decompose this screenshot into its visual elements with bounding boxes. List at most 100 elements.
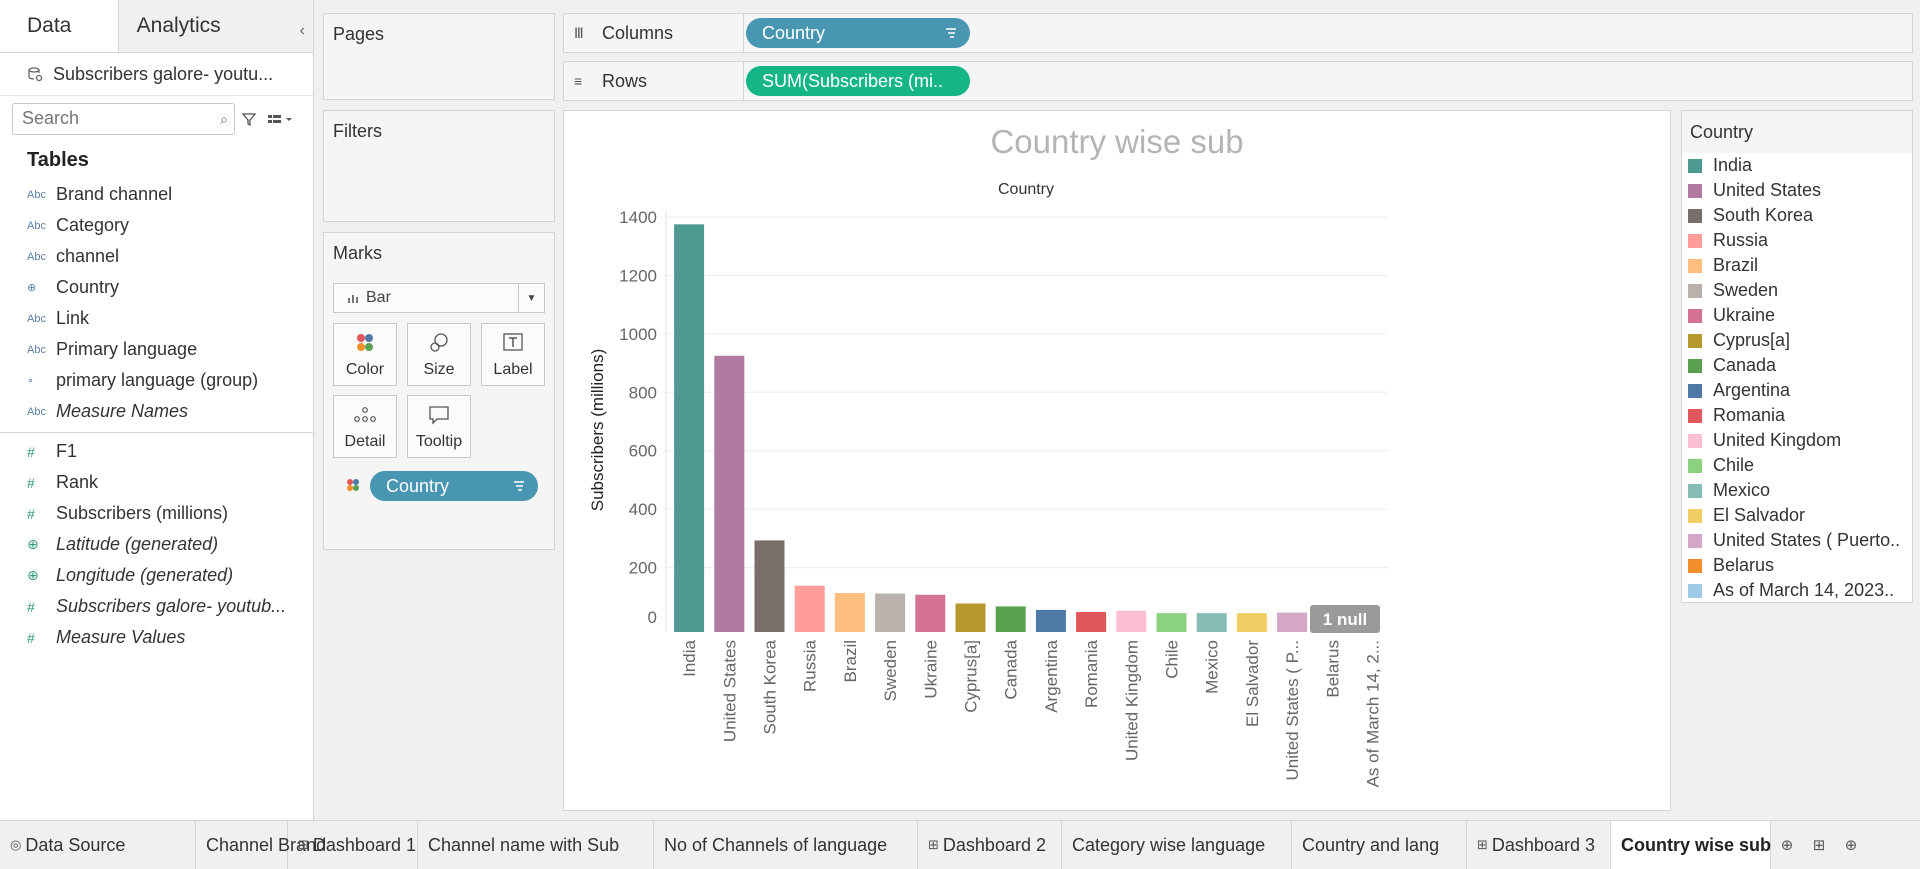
new-story-icon[interactable]: ⊕ (1844, 837, 1858, 854)
field-label: channel (56, 246, 120, 266)
legend-label: United Kingdom (1713, 430, 1842, 450)
columns-pill-label: Country (762, 22, 826, 43)
new-worksheet-icon[interactable]: ⊕ (1780, 837, 1794, 854)
pages-card[interactable]: Pages (323, 13, 555, 100)
legend-item[interactable]: Brazil (1682, 253, 1912, 278)
field-channel[interactable]: Abc channel (0, 241, 313, 272)
sheet-tab-data-source[interactable]: ◎ Data Source (0, 821, 196, 869)
number-type-icon: # (27, 505, 35, 522)
legend-item[interactable]: Belarus (1682, 553, 1912, 578)
field-brand-channel[interactable]: Abc Brand channel (0, 179, 313, 210)
legend-swatch (1688, 158, 1702, 173)
x-tick-label: India (680, 639, 699, 676)
legend-item[interactable]: Romania (1682, 403, 1912, 428)
legend-swatch (1688, 308, 1702, 323)
field-link[interactable]: Abc Link (0, 303, 313, 334)
field-rank[interactable]: # Rank (0, 467, 313, 498)
legend-label: As of March 14, 2023.. (1713, 580, 1895, 600)
field-latitude-generated[interactable]: ⊕ Latitude (generated) (0, 529, 313, 560)
rows-shelf[interactable]: ≡ Rows SUM(Subscribers (mi.. (563, 61, 1913, 101)
mark-type-dropdown[interactable]: Bar ▼ (333, 283, 545, 313)
field-longitude-generated[interactable]: ⊕ Longitude (generated) (0, 560, 313, 591)
field-label: Latitude (generated) (56, 534, 219, 554)
sheet-tab-country-wise-sub[interactable]: Country wise sub (1611, 821, 1771, 869)
sheet-tab-channel-brand[interactable]: Channel Brand (196, 821, 326, 869)
x-tick-label: Cyprus[a] (962, 640, 981, 713)
dashboard-icon: ⊞ (298, 837, 309, 852)
field-country[interactable]: ⊕ Country (0, 272, 313, 303)
collapse-pane-icon[interactable]: ‹ (299, 22, 305, 39)
field-measure-values[interactable]: # Measure Values (0, 622, 313, 653)
field-category[interactable]: Abc Category (0, 210, 313, 241)
sheet-tab-channel-name-with-sub[interactable]: Channel name with Sub (418, 821, 654, 869)
color-country-pill[interactable]: Country (370, 471, 538, 501)
sheet-tabs: ◎ Data Source Channel Brand ⊞ Dashboard 1 Cha… (0, 821, 1771, 869)
legend-item[interactable]: Chile (1682, 453, 1912, 478)
legend-item[interactable]: South Korea (1682, 203, 1912, 228)
view-options-icon[interactable] (267, 111, 295, 127)
legend-label: Sweden (1713, 280, 1779, 300)
pages-title: Pages (333, 24, 385, 44)
number-type-icon: # (27, 443, 35, 460)
tooltip-button[interactable]: Tooltip (407, 395, 471, 458)
bar-el-salvador (1236, 613, 1267, 632)
sheet-tab-label: No of Channels of language (664, 834, 888, 855)
legend-item[interactable]: United States ( Puerto.. (1682, 528, 1912, 553)
legend-item[interactable]: Cyprus[a] (1682, 328, 1912, 353)
filters-card[interactable]: Filters (323, 110, 555, 222)
legend-item[interactable]: Mexico (1682, 478, 1912, 503)
x-tick-label: El Salvador (1243, 640, 1262, 727)
sheet-tab-no-of-channels-of-language[interactable]: No of Channels of language (654, 821, 918, 869)
search-icon[interactable]: ⌕ (220, 110, 228, 127)
sheet-tab-category-wise-language[interactable]: Category wise language (1062, 821, 1292, 869)
columns-shelf[interactable]: Ⅲ Columns Country (563, 13, 1913, 53)
field-subscribers-millions[interactable]: # Subscribers (millions) (0, 498, 313, 529)
legend-item[interactable]: Sweden (1682, 278, 1912, 303)
null-indicator-badge (1310, 605, 1380, 633)
string-type-icon: Abc (27, 219, 46, 232)
field-primary-language[interactable]: Abc Primary language (0, 334, 313, 365)
detail-button[interactable]: Detail (333, 395, 397, 458)
legend-item[interactable]: India (1682, 153, 1912, 178)
string-type-icon: Abc (27, 250, 46, 263)
tab-data[interactable]: Data (0, 0, 119, 52)
legend-item[interactable]: El Salvador (1682, 503, 1912, 528)
field-f1[interactable]: # F1 (0, 436, 313, 467)
legend-swatch (1688, 183, 1702, 198)
color-button[interactable]: Color (333, 323, 397, 386)
legend-item[interactable]: United States (1682, 178, 1912, 203)
legend-item[interactable]: As of March 14, 2023.. (1682, 578, 1912, 603)
bar-chile (1156, 613, 1187, 632)
field-label: Brand channel (56, 184, 173, 204)
new-dashboard-icon[interactable]: ⊞ (1812, 837, 1826, 854)
x-tick-label: Mexico (1203, 640, 1222, 694)
bar-chart: Country wise sub Country 0 200 400 600 800 1000… (588, 123, 1388, 787)
legend-item[interactable]: Russia (1682, 228, 1912, 253)
columns-country-pill[interactable]: Country (746, 18, 970, 48)
data-source-item[interactable]: Subscribers galore- youtu... (0, 53, 313, 95)
bar-russia (794, 585, 825, 632)
rows-label: Rows (602, 70, 648, 91)
legend-swatch (1688, 483, 1702, 498)
legend-item[interactable]: Ukraine (1682, 303, 1912, 328)
field-primary-language-group[interactable]: ∘ primary language (group) (0, 365, 313, 396)
sheet-tab-dashboard-3[interactable]: ⊞ Dashboard 3 (1467, 821, 1611, 869)
field-subscribers-galore-youtub[interactable]: # Subscribers galore- youtub... (0, 591, 313, 622)
filter-icon[interactable] (241, 111, 257, 127)
sheet-tab-country-and-lang[interactable]: Country and lang (1292, 821, 1467, 869)
tab-analytics[interactable]: Analytics (118, 0, 313, 52)
sheet-tab-dashboard-2[interactable]: ⊞ Dashboard 2 (918, 821, 1062, 869)
legend-items: India United States South Korea Russia Brazi… (1682, 153, 1912, 603)
legend-item[interactable]: Argentina (1682, 378, 1912, 403)
size-button[interactable]: Size (407, 323, 471, 386)
rows-measure-pill[interactable]: SUM(Subscribers (mi.. (746, 66, 970, 96)
field-measure-names[interactable]: Abc Measure Names (0, 396, 313, 427)
search-input[interactable] (13, 103, 234, 134)
number-type-icon: # (27, 598, 35, 615)
sheet-tab-dashboard-1[interactable]: ⊞ Dashboard 1 (288, 821, 418, 869)
label-button[interactable]: Label (481, 323, 545, 386)
legend-item[interactable]: United Kingdom (1682, 428, 1912, 453)
y-tick-label: 0 (648, 608, 657, 627)
legend-item[interactable]: Canada (1682, 353, 1912, 378)
legend-label: Romania (1713, 405, 1786, 425)
